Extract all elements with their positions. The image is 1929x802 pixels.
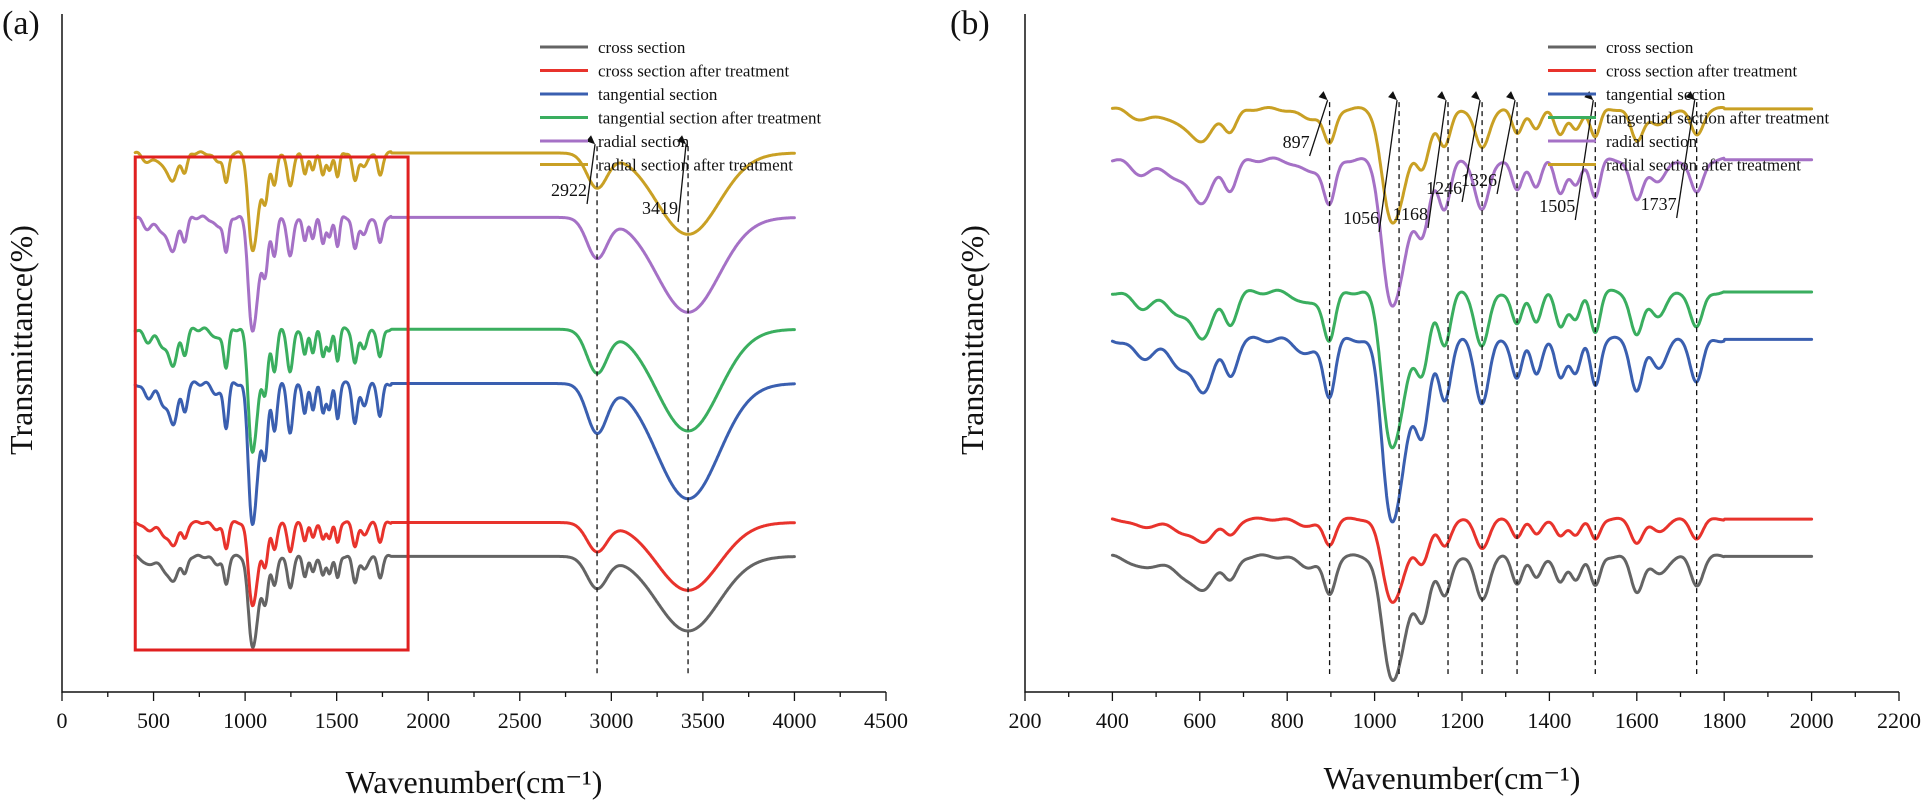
series-line (1110, 335, 1814, 524)
series-line (1110, 106, 1814, 225)
peak-arrow (1378, 100, 1398, 233)
x-tick-label: 1000 (223, 708, 267, 733)
x-tick-label: 1500 (315, 708, 359, 733)
x-tick-label: 1200 (1440, 708, 1484, 733)
series-line (133, 214, 796, 333)
panel-b-legend: cross section cross section after treatme… (1548, 38, 1830, 175)
peak-label: 3419 (642, 198, 678, 218)
peak-arrowhead (1506, 91, 1516, 101)
legend-entry: tangential section after treatment (598, 109, 822, 128)
panel-a-y-axis-title: Transmittance(%) (3, 225, 39, 455)
panel-a: (a) 2922 3419 0 500 1000 1500 2000 2500 3000 350… (2, 5, 908, 800)
peak-arrow (677, 144, 687, 223)
peak-label: 2922 (551, 180, 587, 200)
legend-entry: cross section after treatment (1606, 62, 1797, 81)
peak-arrowhead (1318, 91, 1328, 101)
x-tick-label: 500 (137, 708, 170, 733)
peak-arrowhead (677, 135, 687, 145)
x-tick-label: 2500 (498, 708, 542, 733)
peak-arrowhead (1471, 91, 1481, 101)
peak-arrow (586, 144, 596, 205)
series-line (133, 380, 796, 526)
series-line (133, 553, 796, 649)
legend-entry: tangential section after treatment (1606, 109, 1830, 128)
series-line (133, 326, 796, 454)
x-tick-label: 1800 (1702, 708, 1746, 733)
peak-arrow (1427, 100, 1447, 229)
x-tick-label: 2200 (1877, 708, 1921, 733)
peak-label: 1737 (1641, 194, 1677, 214)
legend-entry: tangential section (598, 85, 718, 104)
panel-a-ticks: 0 500 1000 1500 2000 2500 3000 3500 4000 4500 (57, 692, 908, 733)
x-tick-label: 2000 (406, 708, 450, 733)
peak-arrow (1308, 99, 1329, 157)
peak-label: 1326 (1461, 170, 1497, 190)
panel-a-curves (133, 150, 796, 649)
panel-b-label: (b) (950, 5, 990, 42)
peak-arrow (1574, 100, 1594, 221)
peak-arrow (1461, 100, 1481, 203)
legend-entry: cross section after treatment (598, 62, 789, 81)
x-tick-label: 200 (1009, 708, 1042, 733)
x-tick-label: 3000 (589, 708, 633, 733)
panel-a-label: (a) (2, 5, 40, 42)
legend-entry: tangential section (1606, 85, 1726, 104)
panel-a-peak-markers: 2922 3419 (551, 135, 689, 674)
peak-label: 897 (1283, 132, 1310, 152)
legend-entry: radial section after treatment (1606, 156, 1801, 175)
peak-label: 1505 (1539, 196, 1575, 216)
series-line (1110, 156, 1814, 308)
peak-arrowhead (586, 135, 596, 145)
peak-arrowhead (1437, 91, 1447, 101)
legend-entry: radial section (598, 132, 690, 151)
legend-entry: cross section (598, 38, 686, 57)
panel-b-x-axis-title: Wavenumber(cm⁻¹) (1324, 760, 1581, 796)
series-line (133, 520, 796, 608)
x-tick-label: 600 (1183, 708, 1216, 733)
peak-label: 1168 (1393, 204, 1428, 224)
series-line (1110, 516, 1814, 604)
series-line (1110, 553, 1814, 682)
x-tick-label: 2000 (1790, 708, 1834, 733)
panel-a-legend: cross section cross section after treatme… (540, 38, 822, 175)
peak-arrow (1676, 100, 1696, 219)
peak-label: 1246 (1426, 178, 1462, 198)
peak-arrowhead (1388, 91, 1398, 101)
x-tick-label: 1000 (1353, 708, 1397, 733)
peak-arrow (1496, 100, 1516, 195)
x-tick-label: 1600 (1615, 708, 1659, 733)
panel-b-ticks: 200 400 600 800 1000 1200 1400 1600 1800 2000 2200 (1009, 692, 1921, 733)
panel-b-y-axis-title: Transmittance(%) (954, 225, 990, 455)
peak-label: 1056 (1343, 208, 1379, 228)
panel-a-x-axis-title: Wavenumber(cm⁻¹) (346, 764, 603, 800)
x-tick-label: 400 (1096, 708, 1129, 733)
x-tick-label: 1400 (1527, 708, 1571, 733)
x-tick-label: 3500 (681, 708, 725, 733)
x-tick-label: 0 (57, 708, 68, 733)
peak-arrowhead (1584, 91, 1594, 101)
legend-entry: radial section after treatment (598, 156, 793, 175)
panel-a-highlight-box (133, 155, 410, 652)
x-tick-label: 4500 (864, 708, 908, 733)
peak-arrowhead (1685, 91, 1695, 101)
panel-b-curves (1110, 106, 1814, 682)
x-tick-label: 800 (1271, 708, 1304, 733)
x-tick-label: 4000 (772, 708, 816, 733)
legend-entry: cross section (1606, 38, 1694, 57)
series-line (1110, 288, 1814, 450)
series-line (133, 150, 796, 253)
legend-entry: radial section (1606, 132, 1698, 151)
